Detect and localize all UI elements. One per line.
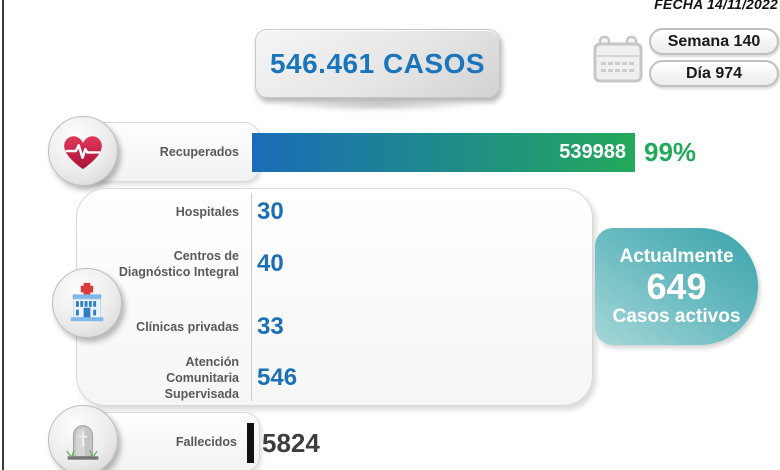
- week-pill: Semana 140: [649, 28, 779, 55]
- tombstone-icon: [66, 425, 99, 460]
- facility-value: 546: [257, 364, 298, 391]
- day-label: Día 974: [685, 64, 743, 82]
- panel-divider: [251, 193, 252, 401]
- active-cases-badge: Actualmente 649 Casos activos: [595, 228, 758, 345]
- facility-row: Centros de Diagnóstico Integral 40: [77, 244, 592, 284]
- heart-ekg-icon: [64, 136, 102, 170]
- deceased-badge: [48, 405, 118, 470]
- facility-value: 33: [257, 313, 284, 340]
- button-reflection: [275, 100, 480, 111]
- facility-value: 40: [257, 250, 284, 277]
- facility-value: 30: [257, 198, 284, 225]
- facility-label: Atención Comunitaria Supervisada: [164, 354, 239, 402]
- deceased-divider-bar: [247, 423, 254, 463]
- deceased-value: 5824: [262, 428, 320, 458]
- active-cases-value: 649: [646, 265, 707, 307]
- facility-row: Hospitales 30: [77, 195, 592, 229]
- week-label: Semana 140: [667, 32, 761, 50]
- day-pill: Día 974: [649, 60, 779, 87]
- calendar-icon: [593, 35, 643, 83]
- facility-label: Clínicas privadas: [136, 319, 239, 334]
- facility-row: Atención Comunitaria Supervisada 546: [77, 351, 592, 405]
- report-date: FECHA 14/11/2022: [654, 0, 778, 12]
- recovered-badge: [48, 116, 118, 186]
- recovered-progress-bar: 539988: [252, 133, 635, 172]
- hospital-badge: [52, 268, 122, 338]
- total-cases-label: 546.461 CASOS: [269, 47, 486, 79]
- recovered-label: Recuperados: [159, 145, 239, 159]
- hospital-building-icon: [70, 282, 104, 322]
- facility-label: Hospitales: [175, 204, 239, 219]
- deceased-label: Fallecidos: [175, 435, 237, 449]
- active-cases-title: Actualmente: [619, 245, 734, 267]
- recovered-value: 539988: [559, 141, 626, 163]
- facility-row: Clínicas privadas 33: [77, 307, 592, 347]
- active-cases-subtitle: Casos activos: [612, 305, 741, 327]
- facility-label: Centros de Diagnóstico Integral: [118, 248, 239, 279]
- recovered-percent: 99%: [644, 137, 697, 167]
- total-cases-button: 546.461 CASOS: [255, 29, 500, 98]
- page-edge-line: [2, 0, 4, 470]
- facilities-panel: Hospitales 30 Centros de Diagnóstico Int…: [76, 188, 593, 406]
